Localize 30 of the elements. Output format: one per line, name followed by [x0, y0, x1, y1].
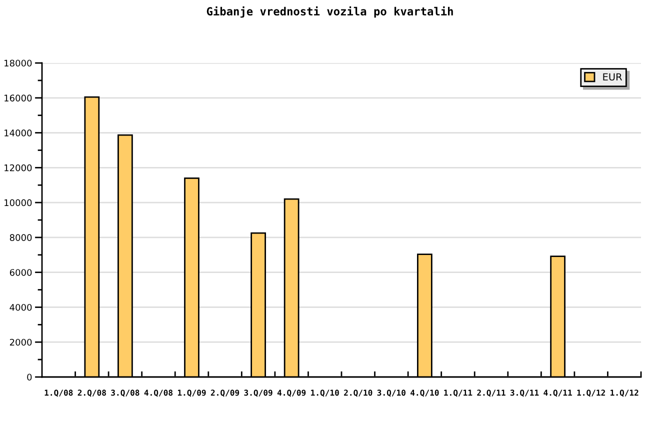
x-tick-label: 1.Q/12	[577, 390, 605, 397]
y-tick-label: 18000	[4, 60, 32, 67]
y-tick-label: 10000	[4, 199, 32, 206]
x-tick-label: 4.Q/08	[144, 390, 173, 397]
x-tick-label: 2.Q/10	[344, 390, 372, 397]
y-tick-label: 12000	[4, 164, 32, 172]
y-tick-label: 14000	[4, 130, 32, 136]
legend-label: EUR	[603, 73, 622, 81]
x-tick-label: 4.Q/11	[544, 390, 572, 397]
x-tick-label: 1.Q/08	[44, 390, 73, 397]
x-tick-label: 1.Q/11	[444, 390, 472, 397]
x-tick-label: 3.Q/11	[510, 390, 539, 397]
y-tick-label: 0	[27, 374, 32, 381]
x-tick-label: 3.Q/10	[377, 390, 406, 397]
x-tick-label: 3.Q/09	[244, 390, 272, 397]
x-tick-label: 3.Q/08	[111, 390, 140, 397]
x-tick-label: 2.Q/09	[210, 390, 240, 397]
y-tick-label: 8000	[10, 234, 32, 242]
x-tick-label: 4.Q/09	[277, 390, 306, 397]
x-tick-label: 1.Q/09	[178, 390, 206, 397]
y-tick-label: 2000	[10, 338, 32, 346]
y-tick-label: 4000	[10, 304, 32, 311]
x-tick-label: 2.Q/08	[78, 390, 106, 397]
y-tick-label: 16000	[4, 94, 32, 102]
x-tick-label: 1.Q/10	[311, 390, 339, 397]
x-tick-label: 4.Q/10	[410, 390, 439, 397]
y-tick-label: 6000	[10, 269, 32, 276]
chart-title: Gibanje vrednosti vozila po kvartalih	[206, 6, 453, 18]
x-tick-label: 1.Q/12	[610, 390, 638, 397]
x-tick-label: 2.Q/11	[477, 390, 506, 397]
